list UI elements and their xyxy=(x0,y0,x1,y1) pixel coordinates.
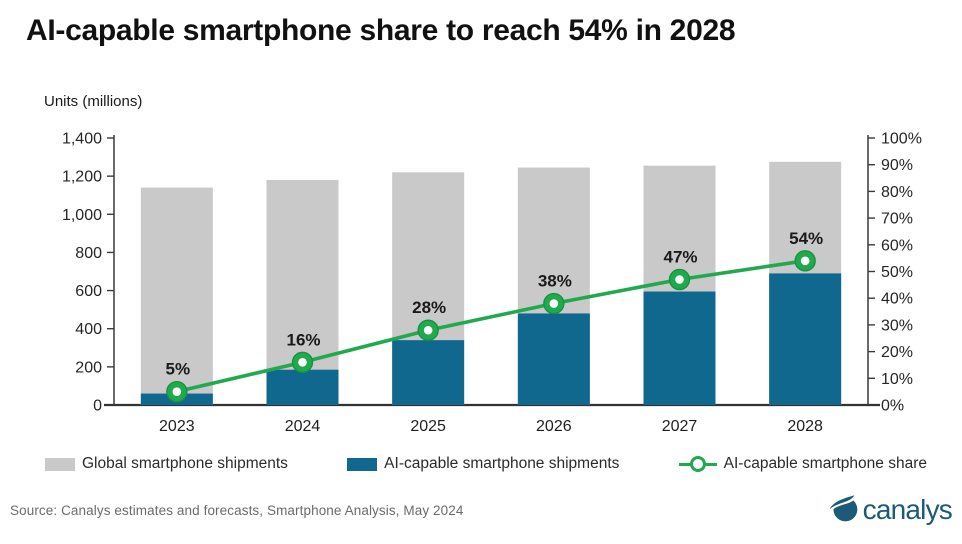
right-axis-tick-label: 70% xyxy=(881,211,913,228)
canalys-wordmark: canalys xyxy=(862,494,953,525)
right-axis-tick-label: 10% xyxy=(881,371,913,388)
legend-label: AI-capable smartphone shipments xyxy=(384,455,620,472)
left-axis-tick-label: 600 xyxy=(75,283,102,300)
ai-shipments-bar xyxy=(517,313,590,405)
green-line-marker-swatch-icon xyxy=(678,455,717,473)
left-axis-tick-label: 0 xyxy=(93,398,102,415)
share-data-label: 47% xyxy=(663,248,697,267)
x-axis-category-label: 2023 xyxy=(159,418,195,435)
x-axis-category-label: 2028 xyxy=(787,418,823,435)
blue-bar-swatch-icon xyxy=(347,457,378,471)
canalys-logo-icon xyxy=(829,495,857,522)
share-marker-center xyxy=(298,357,307,367)
left-axis-tick-label: 1,200 xyxy=(62,169,102,186)
x-axis-category-label: 2025 xyxy=(410,418,446,435)
share-data-label: 38% xyxy=(538,272,572,291)
source-text: Source: Canalys estimates and forecasts,… xyxy=(10,503,464,518)
right-axis-tick-label: 40% xyxy=(881,291,913,308)
share-data-label: 28% xyxy=(412,298,446,317)
share-data-label: 54% xyxy=(789,229,823,248)
global-shipments-bar xyxy=(140,187,213,405)
legend: Global smartphone shipments AI-capable s… xyxy=(45,452,927,476)
left-axis-tick-label: 800 xyxy=(75,245,102,262)
share-data-label: 5% xyxy=(166,360,191,379)
left-axis-tick-label: 200 xyxy=(75,359,102,376)
legend-item-global-shipments: Global smartphone shipments xyxy=(45,455,288,473)
combo-chart: 0 200 400 600 800 1,000 1,200 1,400 0% 10% 20% 30% 4… xyxy=(0,122,962,446)
right-axis-tick-label: 90% xyxy=(881,157,913,174)
share-marker-center xyxy=(675,275,684,284)
share-marker-center xyxy=(549,299,559,308)
right-axis-tick-label: 50% xyxy=(881,264,913,281)
page-title: AI-capable smartphone share to reach 54%… xyxy=(26,14,736,47)
left-axis-tick-label: 1,000 xyxy=(62,207,102,224)
left-axis-tick-label: 400 xyxy=(75,321,102,338)
left-axis-tick-label: 1,400 xyxy=(62,131,102,148)
share-marker-center xyxy=(172,387,182,396)
legend-label: Global smartphone shipments xyxy=(82,455,288,472)
legend-label: AI-capable smartphone share xyxy=(723,455,927,472)
right-axis-tick-label: 20% xyxy=(881,344,913,361)
y-axis-units-label: Units (millions) xyxy=(44,93,143,110)
share-data-label: 16% xyxy=(286,330,320,349)
legend-item-ai-share: AI-capable smartphone share xyxy=(678,455,927,473)
right-axis-tick-label: 0% xyxy=(881,398,904,415)
x-axis-category-label: 2026 xyxy=(536,418,572,435)
x-axis-category-label: 2027 xyxy=(662,418,698,435)
gray-bar-swatch-icon xyxy=(45,457,75,471)
ai-shipments-bar xyxy=(769,273,842,405)
legend-item-ai-shipments: AI-capable smartphone shipments xyxy=(347,455,619,473)
share-marker-center xyxy=(800,256,810,266)
chart-svg: 0 200 400 600 800 1,000 1,200 1,400 0% 10% 20% 30% 4… xyxy=(62,131,922,436)
ai-shipments-bar xyxy=(392,340,465,405)
right-axis-tick-label: 60% xyxy=(881,237,913,254)
canalys-logo: canalys xyxy=(825,491,953,529)
share-marker-center xyxy=(423,325,433,335)
share-line xyxy=(176,259,806,394)
right-axis-tick-label: 100% xyxy=(881,131,922,148)
x-axis-category-label: 2024 xyxy=(285,418,321,435)
ai-shipments-bar xyxy=(643,291,716,405)
right-axis-tick-label: 30% xyxy=(881,317,913,334)
ai-shipments-bar xyxy=(266,369,339,405)
right-axis-tick-label: 80% xyxy=(881,184,913,201)
